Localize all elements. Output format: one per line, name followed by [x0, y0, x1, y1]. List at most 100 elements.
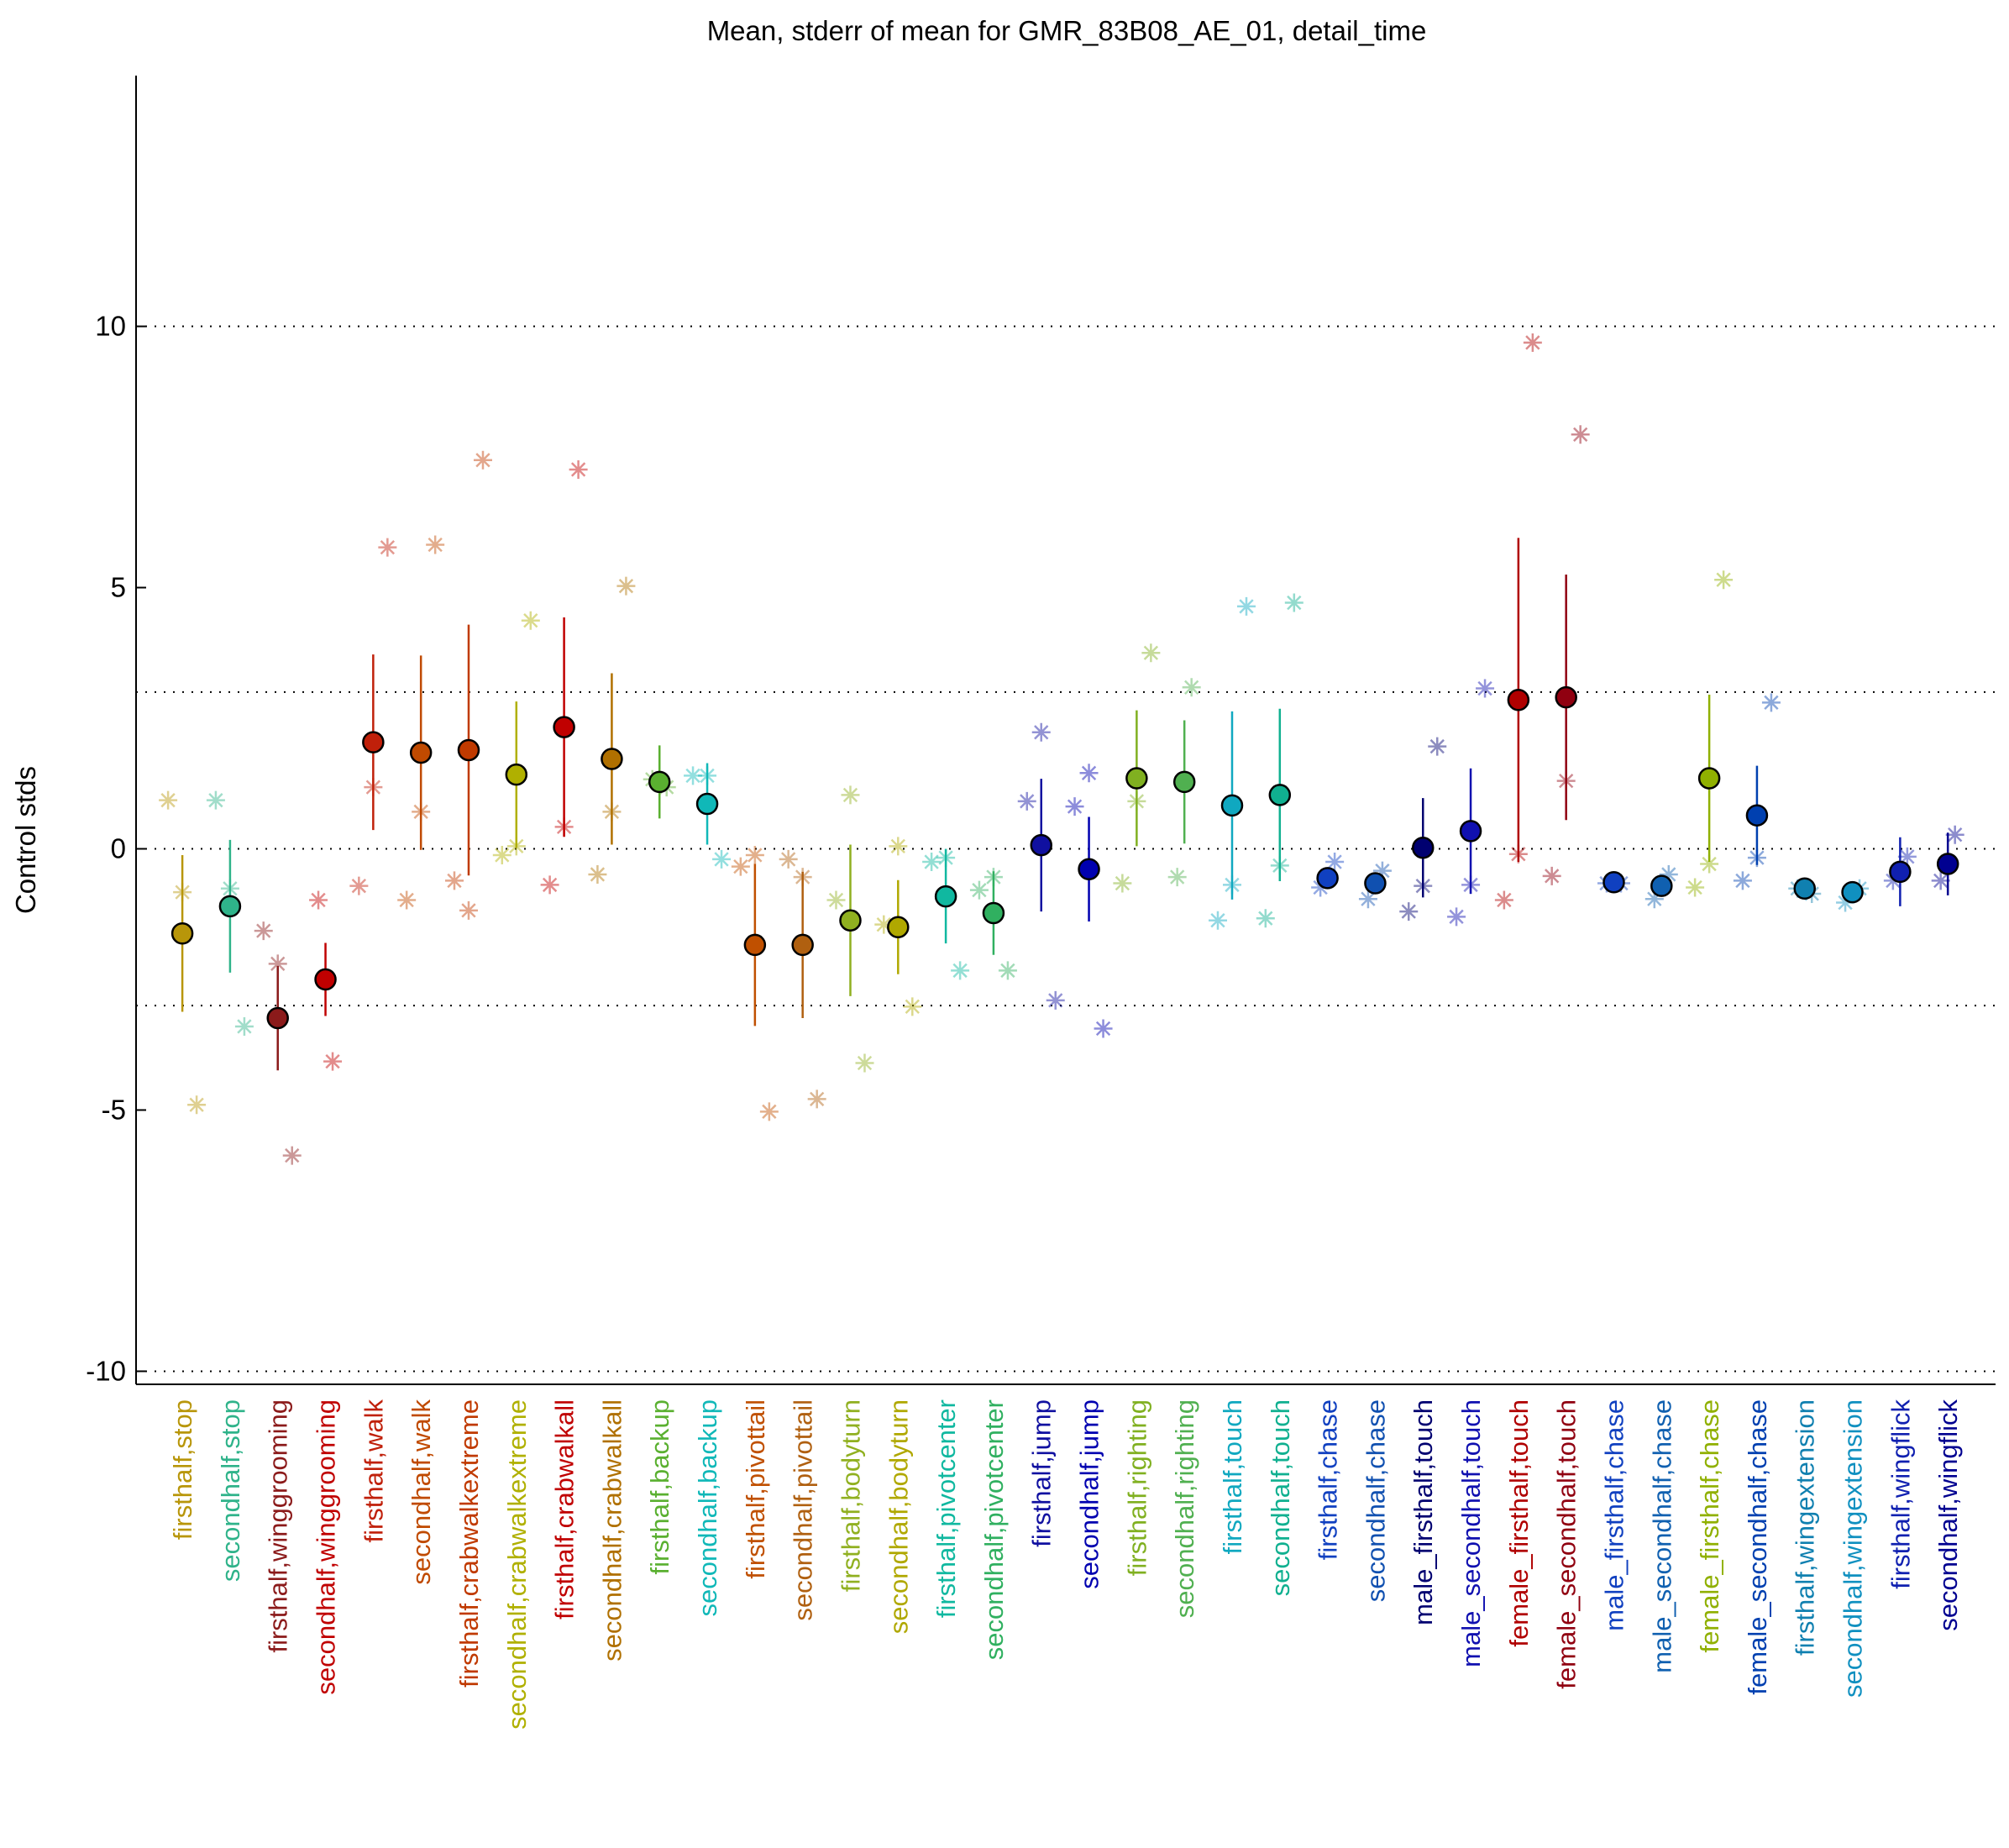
- line-mean-marker: [855, 1053, 874, 1073]
- line-mean-marker: [1236, 596, 1256, 616]
- mean-marker: [1125, 767, 1148, 790]
- line-mean-marker: [1372, 861, 1392, 880]
- line-mean-marker: [779, 849, 798, 869]
- mean-marker: [1316, 867, 1339, 890]
- mean-marker: [1030, 833, 1052, 857]
- line-mean-marker: [1031, 722, 1051, 742]
- line-mean-marker: [282, 1146, 302, 1165]
- mean-marker: [743, 933, 767, 957]
- x-tick-label: firsthalf,backup: [645, 1399, 674, 1575]
- mean-marker: [1411, 837, 1435, 859]
- line-mean-marker: [1447, 907, 1466, 927]
- mean-marker: [648, 770, 671, 794]
- line-mean-marker: [1325, 853, 1345, 872]
- line-mean-marker: [684, 766, 703, 785]
- mean-marker: [1172, 770, 1196, 794]
- line-mean-marker: [1644, 890, 1664, 909]
- x-tick-label: firsthalf,touch: [1218, 1399, 1247, 1554]
- line-mean-marker: [159, 790, 178, 810]
- line-mean-marker: [998, 961, 1017, 980]
- line-mean-marker: [1256, 909, 1275, 928]
- line-mean-marker: [1714, 570, 1734, 590]
- x-tick-label: firsthalf,crabwalkall: [550, 1399, 580, 1620]
- line-mean-marker: [521, 611, 540, 630]
- line-mean-marker: [1284, 593, 1303, 612]
- line-mean-marker: [1113, 874, 1132, 893]
- line-mean-marker: [1897, 847, 1917, 866]
- line-mean-marker: [1358, 890, 1377, 909]
- mean-marker: [1078, 858, 1100, 881]
- x-tick-label: secondhalf,pivottail: [789, 1399, 818, 1621]
- mean-marker: [362, 731, 385, 753]
- line-mean-marker: [569, 459, 588, 479]
- x-tick-label: firsthalf,wingflick: [1886, 1399, 1915, 1589]
- x-tick-label: secondhalf,crabwalkall: [597, 1399, 627, 1662]
- mean-marker: [601, 748, 623, 770]
- y-axis-label: Control stds: [10, 766, 41, 914]
- line-mean-marker: [1836, 893, 1855, 912]
- x-tick-label: secondhalf,wingflick: [1933, 1399, 1963, 1631]
- line-mean-marker: [492, 845, 511, 864]
- x-tick-label: male_secondhalf,touch: [1456, 1399, 1486, 1667]
- line-mean-marker: [309, 890, 328, 910]
- x-tick-label: secondhalf,jump: [1075, 1399, 1104, 1589]
- line-mean-marker: [745, 845, 764, 864]
- line-mean-marker: [234, 1016, 254, 1036]
- x-tick-label: secondhalf,pivotcenter: [979, 1399, 1009, 1660]
- x-tick-label: secondhalf,chase: [1361, 1399, 1390, 1602]
- x-tick-label: firsthalf,wingextension: [1791, 1399, 1820, 1656]
- line-mean-marker: [1494, 890, 1513, 910]
- line-mean-marker: [1079, 764, 1099, 783]
- mean-marker: [1555, 685, 1577, 709]
- line-mean-marker: [826, 890, 846, 910]
- mean-marker: [553, 716, 575, 738]
- x-tick-label: firsthalf,bodyturn: [836, 1399, 865, 1592]
- x-tick-label: female_firsthalf,chase: [1695, 1399, 1724, 1653]
- line-mean-marker: [1428, 737, 1447, 756]
- mean-marker: [505, 763, 528, 786]
- x-tick-label: secondhalf,winggrooming: [312, 1399, 341, 1695]
- x-tick-label: secondhalf,wingextension: [1839, 1399, 1868, 1698]
- x-tick-label: firsthalf,pivotcenter: [931, 1399, 961, 1618]
- mean-marker: [1889, 860, 1912, 884]
- x-tick-label: male_firsthalf,chase: [1599, 1399, 1629, 1631]
- mean-marker: [934, 885, 957, 908]
- mean-marker: [1697, 767, 1721, 790]
- line-mean-marker: [1733, 871, 1752, 890]
- x-tick-label: firsthalf,chase: [1314, 1399, 1343, 1560]
- mean-marker: [1507, 688, 1530, 711]
- x-tick-label: female_secondhalf,chase: [1743, 1399, 1772, 1695]
- x-tick-label: secondhalf,backup: [693, 1399, 722, 1617]
- line-mean-marker: [889, 837, 908, 856]
- mean-marker: [982, 901, 1005, 925]
- mean-marker: [1650, 874, 1673, 897]
- y-tick-label: 5: [111, 572, 126, 603]
- x-tick-label: firsthalf,crabwalkextreme: [454, 1399, 484, 1688]
- mean-marker: [218, 895, 242, 918]
- line-mean-marker: [1094, 1019, 1113, 1038]
- mean-marker: [1220, 794, 1244, 817]
- line-mean-marker: [444, 871, 464, 890]
- line-mean-marker: [206, 790, 225, 810]
- mean-marker: [1459, 820, 1482, 843]
- line-mean-marker: [1571, 425, 1590, 444]
- line-mean-marker: [1542, 866, 1561, 885]
- line-mean-marker: [323, 1052, 343, 1071]
- mean-marker: [695, 792, 719, 816]
- y-tick-label: -5: [102, 1094, 126, 1125]
- line-mean-marker: [459, 900, 478, 920]
- line-mean-marker: [1182, 678, 1201, 697]
- line-mean-marker: [254, 921, 273, 941]
- mean-marker: [170, 922, 194, 945]
- line-mean-marker: [1017, 791, 1036, 811]
- line-mean-marker: [1311, 878, 1330, 897]
- mean-marker: [887, 916, 910, 939]
- line-mean-marker: [349, 876, 369, 895]
- line-mean-marker: [1659, 864, 1678, 884]
- y-tick-label: 0: [111, 832, 126, 864]
- mean-marker: [1793, 877, 1816, 900]
- line-mean-marker: [1476, 679, 1495, 698]
- line-mean-marker: [1883, 871, 1902, 890]
- x-tick-label: firsthalf,winggrooming: [264, 1399, 293, 1653]
- mean-marker: [1268, 784, 1292, 806]
